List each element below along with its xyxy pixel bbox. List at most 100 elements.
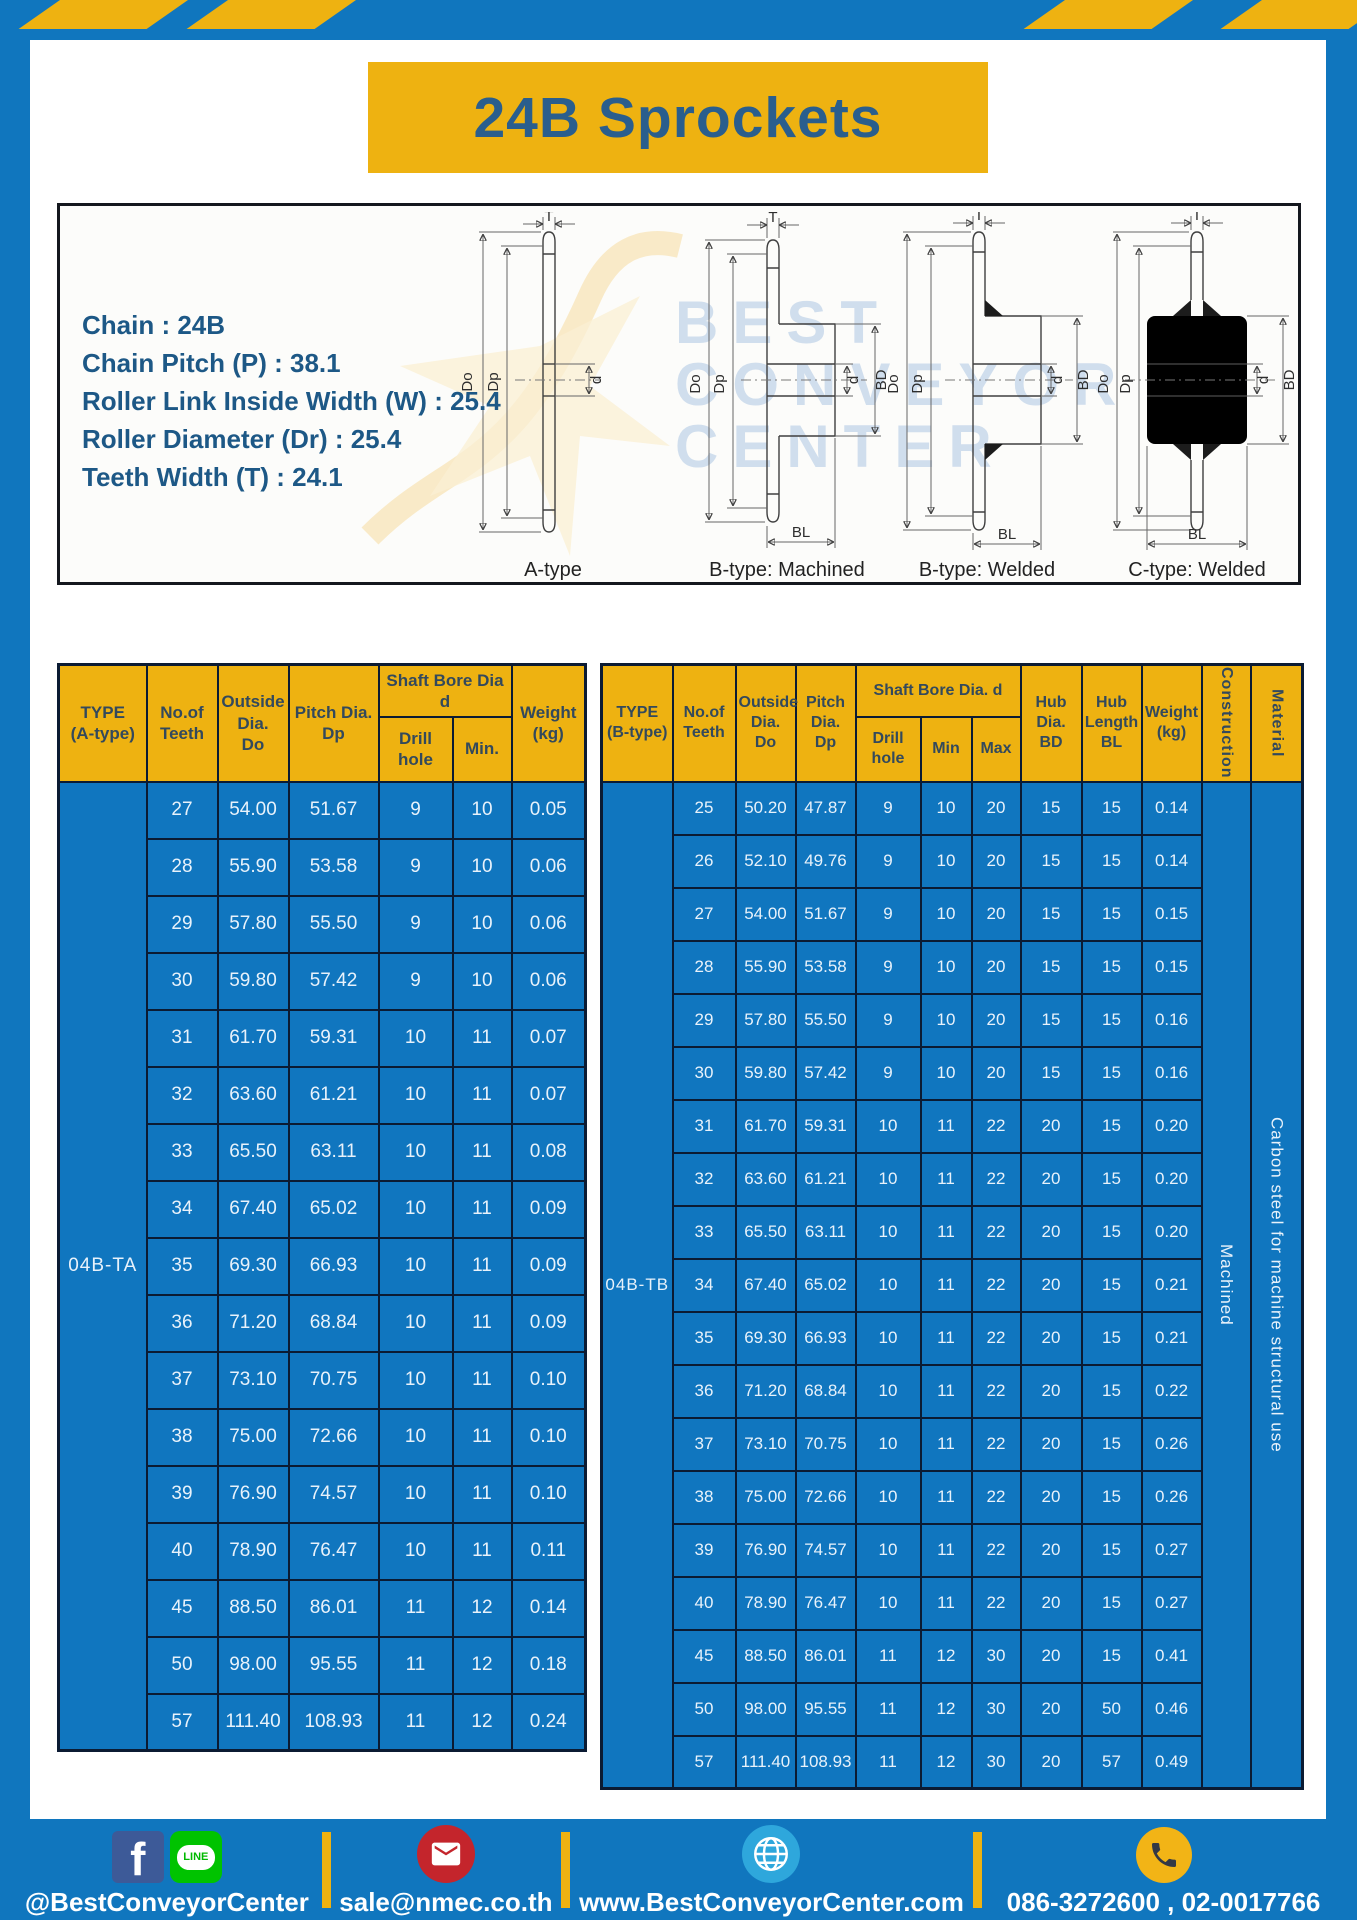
figure-b-type-welded: Do Dp T d BD BL B-type: Welded bbox=[881, 207, 1093, 582]
data-cell: 65.50 bbox=[734, 1204, 797, 1260]
email-label[interactable]: sale@nmec.co.th bbox=[339, 1887, 553, 1917]
data-cell: 0.16 bbox=[1140, 1045, 1203, 1101]
data-cell: 78.90 bbox=[734, 1575, 797, 1631]
col-header-min: Min. bbox=[451, 715, 513, 783]
table-row: 31 61.70 59.31 10 11 0.07 bbox=[59, 1008, 587, 1068]
data-cell: 15 bbox=[1019, 833, 1083, 889]
type-cell: 04B-TB bbox=[600, 780, 674, 1790]
data-cell: 10 bbox=[854, 1098, 922, 1154]
data-cell: 22 bbox=[970, 1151, 1022, 1207]
col-header-weight: Weight (kg) bbox=[510, 663, 587, 783]
data-cell: 37 bbox=[671, 1416, 737, 1472]
table-row: 04B-TA 27 54.00 51.67 9 10 0.05 bbox=[57, 780, 587, 1752]
data-cell: 0.27 bbox=[1140, 1575, 1203, 1631]
data-cell: 67.40 bbox=[216, 1179, 290, 1239]
globe-icon[interactable] bbox=[742, 1825, 801, 1883]
data-cell: 11 bbox=[451, 1236, 513, 1296]
data-cell: 10 bbox=[854, 1257, 922, 1313]
data-cell: 49.76 bbox=[794, 833, 857, 889]
header-stripe bbox=[186, 0, 356, 29]
website-label[interactable]: www.BestConveyorCenter.com bbox=[579, 1887, 964, 1917]
line-icon[interactable]: LINE bbox=[169, 1831, 222, 1883]
table-row: 40 78.90 76.47 10 11 22 20 15 0.27 bbox=[602, 1575, 1303, 1631]
data-cell: 12 bbox=[451, 1578, 513, 1638]
type-cell: 04B-TA bbox=[57, 780, 148, 1752]
data-cell: 15 bbox=[1080, 1628, 1143, 1684]
footer-email-group: sale@nmec.co.th bbox=[333, 1825, 559, 1920]
data-cell: 57 bbox=[1080, 1734, 1143, 1790]
figure-a-type: Do Dp T d A-type bbox=[453, 208, 653, 582]
data-cell: 10 bbox=[854, 1575, 922, 1631]
data-cell: 0.14 bbox=[1140, 780, 1203, 836]
data-cell: 10 bbox=[854, 1416, 922, 1472]
data-cell: 0.24 bbox=[510, 1692, 587, 1752]
footer-divider bbox=[561, 1831, 570, 1908]
data-cell: 22 bbox=[970, 1098, 1022, 1154]
social-handle-label[interactable]: @BestConveyorCenter bbox=[24, 1887, 309, 1917]
col-header-pitch-dia: Pitch Dia. Dp bbox=[287, 663, 380, 783]
data-cell: 70.75 bbox=[794, 1416, 857, 1472]
data-cell: 10 bbox=[377, 1122, 454, 1182]
data-cell: 30 bbox=[145, 951, 219, 1011]
data-cell: 12 bbox=[919, 1628, 973, 1684]
data-cell: 66.93 bbox=[794, 1310, 857, 1366]
dim-label-bl: BL bbox=[1188, 526, 1206, 543]
data-cell: 51.67 bbox=[287, 780, 380, 840]
data-cell: 11 bbox=[451, 1122, 513, 1182]
dim-label-d: d bbox=[1049, 376, 1066, 384]
mail-icon[interactable] bbox=[416, 1825, 475, 1883]
data-cell: 0.06 bbox=[510, 894, 587, 954]
data-cell: 35 bbox=[145, 1236, 219, 1296]
diagram-box: BEST CONVEYOR CENTER Chain : 24B Chain Pit… bbox=[57, 203, 1301, 585]
data-cell: 0.20 bbox=[1140, 1204, 1203, 1260]
facebook-icon[interactable]: f bbox=[111, 1831, 164, 1883]
data-cell: 78.90 bbox=[216, 1521, 290, 1581]
data-cell: 88.50 bbox=[216, 1578, 290, 1638]
dim-label-t: T bbox=[544, 212, 553, 225]
table-row: 33 65.50 63.11 10 11 22 20 15 0.20 bbox=[602, 1204, 1303, 1260]
data-cell: 65.02 bbox=[287, 1179, 380, 1239]
header-stripe bbox=[1220, 0, 1357, 29]
data-cell: 20 bbox=[1019, 1310, 1083, 1366]
data-cell: 11 bbox=[451, 1521, 513, 1581]
data-cell: 25 bbox=[671, 780, 737, 836]
data-cell: 11 bbox=[919, 1204, 973, 1260]
data-cell: 0.09 bbox=[510, 1179, 587, 1239]
data-cell: 0.18 bbox=[510, 1635, 587, 1695]
data-cell: 15 bbox=[1080, 939, 1143, 995]
data-cell: 15 bbox=[1019, 992, 1083, 1048]
data-cell: 52.10 bbox=[734, 833, 797, 889]
data-cell: 20 bbox=[1019, 1363, 1083, 1419]
col-header-construction: Construction bbox=[1200, 663, 1252, 783]
data-cell: 20 bbox=[1019, 1522, 1083, 1578]
data-cell: 27 bbox=[145, 780, 219, 840]
data-cell: 0.49 bbox=[1140, 1734, 1203, 1790]
data-cell: 10 bbox=[451, 837, 513, 897]
data-cell: 33 bbox=[671, 1204, 737, 1260]
data-cell: 11 bbox=[451, 1179, 513, 1239]
phone-numbers-label[interactable]: 086-3272600 , 02-0017766 bbox=[1006, 1887, 1321, 1917]
data-cell: 63.60 bbox=[216, 1065, 290, 1125]
data-cell: 55.50 bbox=[287, 894, 380, 954]
data-cell: 0.06 bbox=[510, 837, 587, 897]
table-row: 32 63.60 61.21 10 11 22 20 15 0.20 bbox=[602, 1151, 1303, 1207]
data-cell: 11 bbox=[919, 1522, 973, 1578]
data-cell: 29 bbox=[145, 894, 219, 954]
data-cell: 20 bbox=[970, 1045, 1022, 1101]
footer-divider bbox=[972, 1831, 982, 1908]
data-cell: 76.47 bbox=[794, 1575, 857, 1631]
phone-icon[interactable] bbox=[1135, 1827, 1192, 1883]
dim-label-bl: BL bbox=[998, 526, 1016, 543]
data-cell: 95.55 bbox=[287, 1635, 380, 1695]
data-cell: 11 bbox=[854, 1628, 922, 1684]
data-cell: 71.20 bbox=[734, 1363, 797, 1419]
data-cell: 10 bbox=[451, 894, 513, 954]
data-cell: 22 bbox=[970, 1575, 1022, 1631]
header-stripe bbox=[1023, 0, 1193, 29]
data-cell: 28 bbox=[671, 939, 737, 995]
data-cell: 0.20 bbox=[1140, 1098, 1203, 1154]
data-cell: 10 bbox=[377, 1350, 454, 1410]
data-cell: 0.26 bbox=[1140, 1469, 1203, 1525]
data-cell: 88.50 bbox=[734, 1628, 797, 1684]
data-cell: 50.20 bbox=[734, 780, 797, 836]
